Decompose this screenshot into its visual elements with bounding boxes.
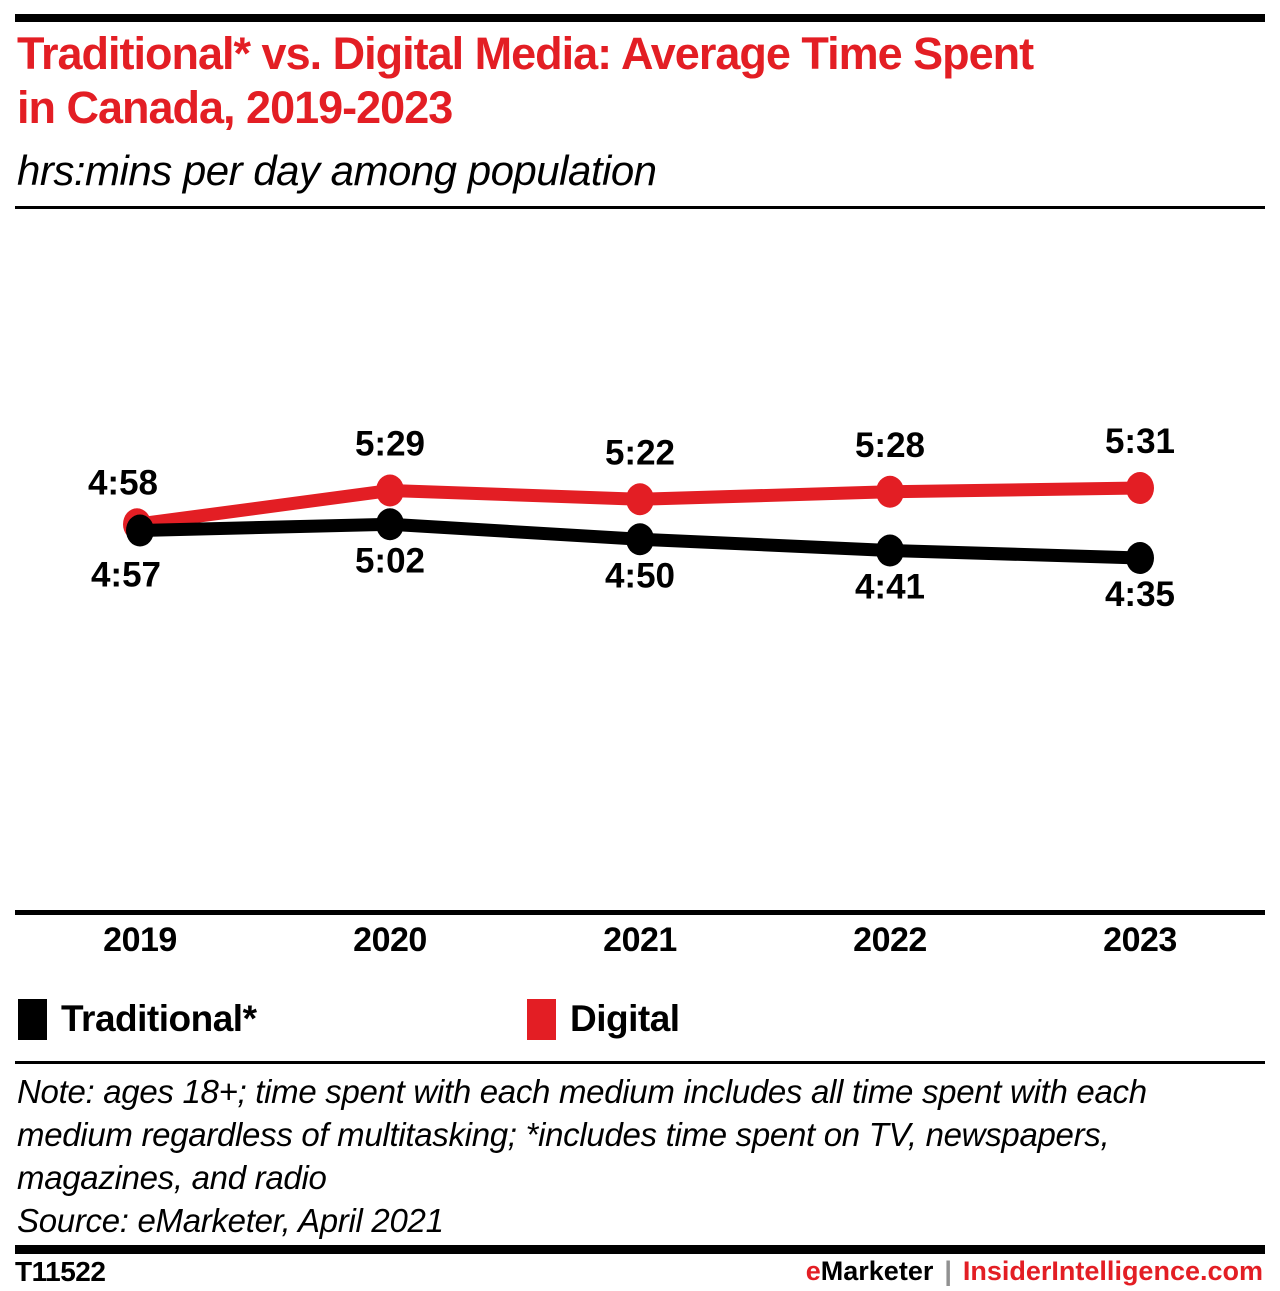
title-divider — [15, 206, 1265, 209]
top-rule — [15, 14, 1265, 22]
x-tick-2019: 2019 — [103, 921, 177, 959]
data-point-digital — [876, 475, 904, 508]
page-title-line-1: Traditional* vs. Digital Media: Average … — [17, 28, 1034, 79]
chart-canvas: 4:58 5:29 5:22 5:28 5:31 4:57 5:02 4:50 4:41 4:35 — [15, 422, 1265, 915]
brand-separator: | — [944, 1256, 952, 1286]
x-axis-line — [15, 910, 1265, 915]
data-label: 5:22 — [605, 433, 675, 472]
data-label: 4:50 — [605, 556, 675, 595]
x-axis-labels: 2019 2020 2021 2022 2023 — [15, 921, 1265, 960]
data-point-traditional — [626, 523, 654, 556]
data-label: 4:58 — [88, 463, 158, 502]
footnote-line-3: magazines, and radio — [17, 1159, 327, 1196]
data-label: 5:31 — [1105, 422, 1175, 461]
footnote: Note: ages 18+; time spent with each med… — [17, 1070, 1147, 1242]
data-label: 5:28 — [855, 426, 925, 465]
data-label: 4:35 — [1105, 575, 1175, 614]
brand-emarketer-e: e — [805, 1256, 821, 1286]
x-tick-2022: 2022 — [853, 921, 927, 959]
data-point-traditional — [876, 534, 904, 567]
data-label: 5:02 — [355, 541, 425, 580]
footnote-line-1: Note: ages 18+; time spent with each med… — [17, 1073, 1147, 1110]
line-chart: 4:58 5:29 5:22 5:28 5:31 4:57 5:02 4:50 4:41 4:35 — [15, 212, 1265, 922]
legend-swatch-traditional — [18, 998, 47, 1040]
legend-label-traditional: Traditional* — [61, 998, 257, 1039]
note-divider — [15, 1061, 1265, 1064]
data-point-digital — [626, 483, 654, 516]
footnote-line-2: medium regardless of multitasking; *incl… — [17, 1116, 1110, 1153]
page-title-line-2: in Canada, 2019-2023 — [17, 82, 453, 133]
page-subtitle: hrs:mins per day among population — [17, 147, 657, 194]
data-point-digital — [1126, 472, 1154, 504]
data-point-traditional — [1126, 542, 1154, 574]
source-line: Source: eMarketer, April 2021 — [17, 1202, 444, 1239]
legend-item-digital: Digital — [527, 998, 680, 1040]
brand-footer: eMarketer | InsiderIntelligence.com — [806, 1256, 1263, 1287]
brand-site-link: InsiderIntelligence.com — [962, 1256, 1263, 1286]
x-tick-2023: 2023 — [1103, 921, 1177, 959]
chart-id: T11522 — [15, 1256, 106, 1287]
data-label: 4:57 — [91, 556, 161, 595]
data-point-digital — [376, 474, 404, 507]
x-tick-2021: 2021 — [603, 921, 677, 959]
bottom-rule — [15, 1245, 1265, 1254]
x-tick-2020: 2020 — [353, 921, 427, 959]
data-point-traditional — [376, 508, 404, 541]
legend-item-traditional: Traditional* — [18, 998, 257, 1040]
page-title: Traditional* vs. Digital Media: Average … — [17, 27, 1034, 135]
legend-label-digital: Digital — [570, 998, 680, 1039]
legend-swatch-digital — [527, 998, 556, 1040]
data-label: 5:29 — [355, 425, 425, 464]
data-label: 4:41 — [855, 568, 925, 607]
brand-emarketer-rest: Marketer — [820, 1256, 934, 1286]
data-point-traditional — [126, 514, 154, 547]
